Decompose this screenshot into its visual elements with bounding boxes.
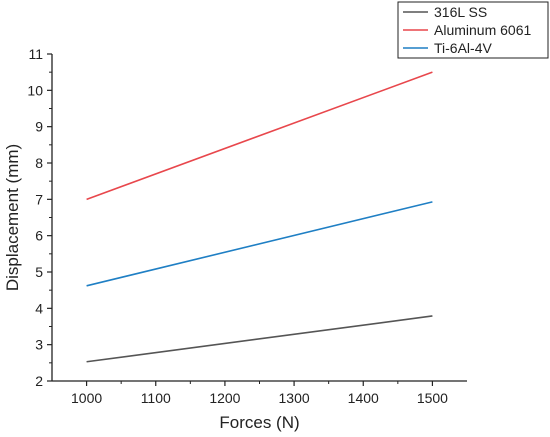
legend-label: Aluminum 6061: [434, 22, 531, 38]
y-axis-title: Displacement (mm): [3, 144, 22, 291]
x-tick-label: 1100: [141, 390, 171, 406]
x-axis-title: Forces (N): [219, 413, 299, 432]
legend-label: 316L SS: [434, 4, 487, 20]
x-tick-label: 1200: [209, 390, 240, 406]
y-ticks: 2 3 4 5 6 7 8 9 10 11: [27, 46, 52, 389]
x-tick-label: 1000: [71, 390, 102, 406]
y-tick-label: 11: [28, 46, 43, 62]
series-line-aluminum-6061: [86, 71, 433, 201]
x-ticks: 1000 1100 1200 1300 1400 1500: [71, 381, 448, 406]
x-tick-label: 1500: [417, 390, 448, 406]
series-line-ti-6al-4v: [86, 201, 433, 287]
axes: [51, 54, 467, 382]
y-tick-label: 7: [35, 191, 43, 207]
y-tick-label: 4: [35, 300, 43, 316]
y-tick-label: 6: [35, 228, 43, 244]
legend-label: Ti-6Al-4V: [434, 40, 492, 56]
y-tick-label: 9: [35, 119, 43, 135]
y-tick-label: 3: [35, 337, 43, 353]
y-tick-label: 5: [35, 264, 43, 280]
y-tick-label: 2: [35, 373, 43, 389]
series-line-316l-ss: [86, 315, 433, 363]
x-tick-label: 1300: [279, 390, 310, 406]
legend: 316L SS Aluminum 6061 Ti-6Al-4V: [397, 1, 549, 59]
x-tick-label: 1400: [348, 390, 379, 406]
series-lines: [86, 71, 433, 363]
y-tick-label: 10: [27, 82, 43, 98]
y-tick-label: 8: [35, 155, 43, 171]
